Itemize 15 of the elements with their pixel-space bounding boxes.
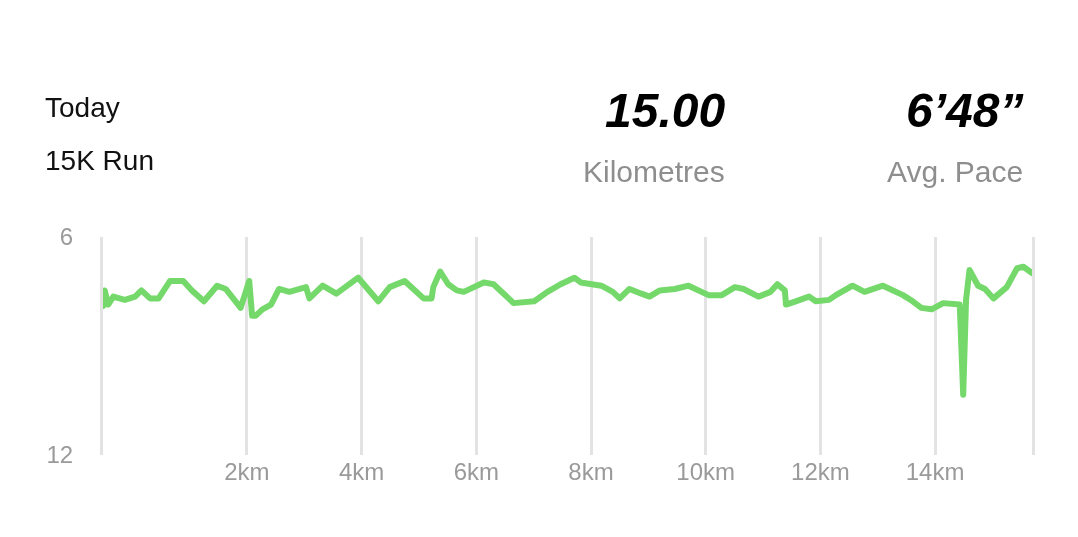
x-tick-label: 12km (791, 458, 850, 485)
x-tick-label: 6km (453, 458, 499, 485)
text: 15.00 (605, 84, 726, 137)
chart-title: Today (45, 92, 120, 123)
chart-subtitle: 15K Run (45, 145, 154, 176)
x-tick-label: 8km (568, 458, 614, 485)
x-tick-label: 10km (676, 458, 736, 485)
y-tick-label: 6 (59, 223, 74, 251)
x-tick-label: 2km (224, 458, 270, 485)
text: 6’48” (906, 84, 1024, 137)
text: Avg. Pace (887, 155, 1024, 188)
y-tick-label: 12 (46, 441, 74, 469)
x-tick-label: 4km (338, 458, 385, 485)
x-tick-label: 14km (905, 458, 965, 485)
text: Kilometres (583, 155, 725, 188)
